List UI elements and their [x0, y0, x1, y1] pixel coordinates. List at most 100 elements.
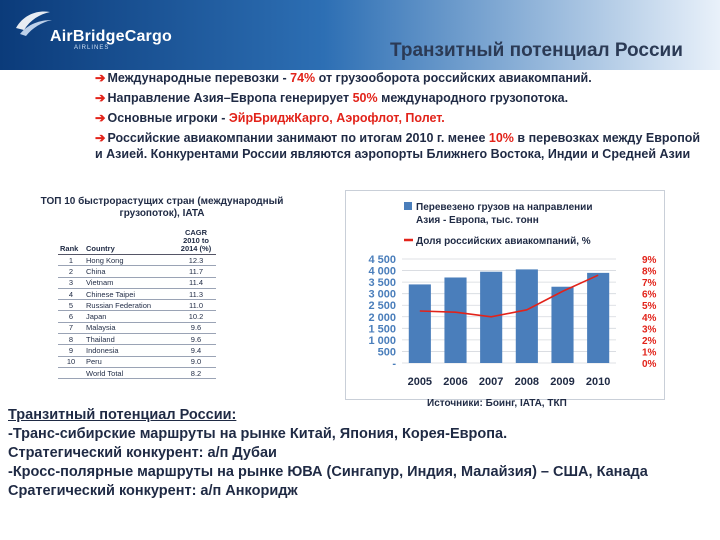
- y-right-tick-label: 0%: [642, 359, 657, 370]
- y-left-tick-label: 1 000: [368, 335, 396, 347]
- cell-cagr: 11.7: [176, 265, 216, 278]
- company-logo: AirBridgeCargo AIRLINES: [14, 6, 172, 51]
- arrow-icon: ➔: [95, 111, 106, 125]
- line-series: [419, 274, 599, 318]
- y-left-tick-label: 500: [378, 346, 396, 358]
- table-title: ТОП 10 быстрорастущих стран (международн…: [40, 196, 284, 219]
- bullet-2-highlight: 50%: [352, 91, 378, 105]
- header-rank: Rank: [58, 228, 84, 255]
- cell-rank: 9: [58, 344, 84, 357]
- y-right-tick-label: 2%: [642, 336, 657, 347]
- table-row: 2 China 11.7: [58, 265, 216, 278]
- cell-rank: 7: [58, 322, 84, 335]
- y-left-tick-label: 4 500: [368, 254, 396, 266]
- cell-rank: 4: [58, 288, 84, 301]
- bullet-3-highlight: ЭйрБриджКарго, Аэрофлот, Полет.: [228, 111, 445, 125]
- cell-rank: 3: [58, 277, 84, 289]
- cell-country: Vietnam: [84, 277, 176, 289]
- cell-rank: 5: [58, 299, 84, 312]
- x-tick-label: 2005: [408, 376, 432, 388]
- chart-panel: - 0% 500 1% 1 000 2% 1 500 3% 2 000 4% 2 500 5% 3 00…: [345, 190, 665, 400]
- cell-cagr: 12.3: [176, 254, 216, 267]
- table-header-row: Rank Country CAGR 2010 to 2014 (%): [58, 228, 216, 255]
- cell-country: Hong Kong: [84, 254, 176, 267]
- bottom-line-4: Сратегический конкурент: а/п Анкоридж: [8, 483, 298, 499]
- y-right-tick-label: 1%: [642, 347, 657, 358]
- bullet-1-pre: Международные перевозки -: [107, 71, 291, 85]
- arrow-icon: ➔: [95, 71, 106, 85]
- bullet-4: ➔ Российские авиакомпании занимают по ито…: [95, 130, 705, 162]
- bullet-1-highlight: 74%: [290, 71, 316, 85]
- cell-country: Thailand: [84, 333, 176, 346]
- arrow-icon: ➔: [95, 91, 106, 105]
- bar-series: [408, 269, 610, 363]
- y-right-tick-label: 9%: [642, 255, 657, 266]
- bullet-list: ➔ Международные перевозки - 74% от грузоо…: [95, 70, 705, 166]
- y-right-tick-label: 7%: [642, 278, 657, 289]
- bullet-4-post: в перевозках между Европой и Азией. Конк…: [95, 131, 701, 161]
- y-left-tick-label: 3 000: [368, 289, 396, 301]
- legend-line-label: Доля российских авиакомпаний, %: [416, 236, 591, 247]
- arrow-icon: ➔: [95, 131, 106, 145]
- x-tick-label: 2009: [550, 376, 574, 388]
- x-tick-label: 2008: [515, 376, 539, 388]
- y-left-tick-label: 2 000: [368, 312, 396, 324]
- table-row: World Total 8.2: [58, 367, 216, 380]
- slide-title: Транзитный потенциал России: [390, 40, 683, 61]
- table-row: 7 Malaysia 9.6: [58, 322, 216, 335]
- bottom-heading: Транзитный потенциал России:: [8, 407, 237, 423]
- y-left-tick-label: -: [392, 358, 396, 370]
- header-cagr: CAGR 2010 to 2014 (%): [176, 228, 216, 255]
- cell-country: Indonesia: [84, 344, 176, 357]
- cell-country: China: [84, 265, 176, 278]
- cell-rank: 6: [58, 310, 84, 323]
- cell-cagr: 9.6: [176, 333, 216, 346]
- wings-icon: [16, 11, 52, 36]
- table-row: 1 Hong Kong 12.3: [58, 254, 216, 267]
- ranking-table-panel: ТОП 10 быстрорастущих стран (международн…: [0, 192, 340, 402]
- y-left-tick-label: 3 500: [368, 277, 396, 289]
- legend: Перевезено грузов на направлении Азия - Е…: [404, 202, 592, 247]
- bar: [551, 286, 574, 363]
- y-right-tick-label: 6%: [642, 290, 657, 301]
- source-note: Источники: Боинг, IATA, ТКП: [427, 398, 567, 409]
- y-right-tick-label: 8%: [642, 267, 657, 278]
- logo-subtitle: AIRLINES: [74, 45, 110, 51]
- cell-country: Japan: [84, 310, 176, 323]
- cell-country: Chinese Taipei: [84, 288, 176, 301]
- bullet-1-post: от грузооборота российских авиакомпаний.: [315, 71, 592, 85]
- bullet-3-pre: Основные игроки -: [107, 111, 229, 125]
- legend-bar-swatch: [404, 202, 412, 210]
- table-row: 8 Thailand 9.6: [58, 333, 216, 346]
- share-line: [419, 274, 599, 318]
- bottom-text: Транзитный потенциал России: -Транс-сиби…: [8, 406, 708, 501]
- bottom-line-1: -Транс-сибирские маршруты на рынке Китай…: [8, 426, 508, 442]
- legend-bar-label: Перевезено грузов на направлении Азия - Е…: [416, 202, 592, 226]
- table-row: 10 Peru 9.0: [58, 356, 216, 368]
- y-left-tick-label: 2 500: [368, 300, 396, 312]
- cell-cagr: 10.2: [176, 310, 216, 323]
- bullet-2-post: международного грузопотока.: [377, 91, 569, 105]
- cell-cagr: 9.4: [176, 344, 216, 357]
- x-tick-label: 2007: [479, 376, 503, 388]
- bar: [444, 277, 467, 363]
- grid: [402, 258, 616, 364]
- header-country: Country: [84, 228, 176, 255]
- table-row: 4 Chinese Taipei 11.3: [58, 288, 216, 301]
- axes: - 0% 500 1% 1 000 2% 1 500 3% 2 000 4% 2 500 5% 3 00…: [368, 254, 656, 388]
- y-left-tick-label: 4 000: [368, 266, 396, 278]
- bottom-line-2: Стратегический конкурент: а/п Дубаи: [8, 445, 277, 461]
- cell-cagr: 8.2: [176, 367, 216, 380]
- x-tick-label: 2010: [586, 376, 610, 388]
- table-row: 5 Russian Federation 11.0: [58, 299, 216, 312]
- bar: [587, 272, 610, 363]
- bullet-2: ➔ Направление Азия–Европа генерирует 50% …: [95, 90, 705, 106]
- cell-country: Peru: [84, 356, 176, 368]
- bullet-3: ➔ Основные игроки - ЭйрБриджКарго, Аэрофл…: [95, 110, 705, 126]
- bullet-2-pre: Направление Азия–Европа генерирует: [107, 91, 353, 105]
- y-right-tick-label: 3%: [642, 324, 657, 335]
- bar: [408, 284, 431, 363]
- bullet-4-pre: Российские авиакомпании занимают по итог…: [107, 131, 489, 145]
- cell-country: World Total: [84, 367, 176, 380]
- table-row: 6 Japan 10.2: [58, 310, 216, 323]
